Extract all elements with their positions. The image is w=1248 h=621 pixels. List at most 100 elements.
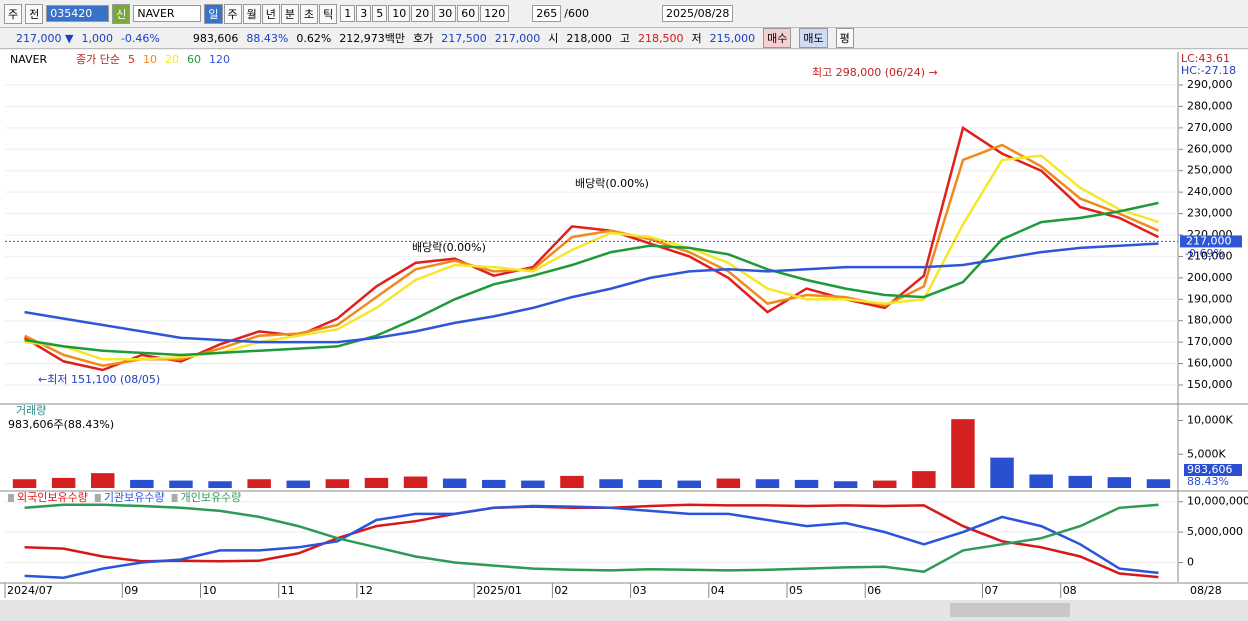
ask-label: 호가 (413, 32, 434, 45)
current-label: 217,000 (1186, 234, 1232, 247)
toolbar-button[interactable]: 틱 (319, 3, 338, 24)
bid: 217,000 (494, 31, 541, 45)
stock-name[interactable]: NAVER (133, 5, 202, 22)
y-tick-label: 170,000 (1187, 335, 1233, 348)
volume-bar (951, 419, 975, 488)
legend-item: 120 (209, 53, 230, 66)
volume-bar (833, 481, 858, 488)
low: 215,000 (709, 31, 756, 45)
change-pct: -0.46% (120, 31, 160, 45)
toolbar-button[interactable]: 20 (411, 5, 434, 22)
toolbar-button[interactable]: 60 (457, 5, 480, 22)
y-tick-label: 0 (1187, 556, 1194, 569)
prev[interactable]: 전 (25, 3, 44, 24)
count[interactable]: 265 (532, 5, 562, 22)
x-tick-label: 10 (203, 584, 217, 597)
y-tick-label: 270,000 (1187, 121, 1233, 134)
legend-title: 종가 단순 (76, 53, 120, 66)
volume-bar (560, 475, 584, 488)
toolbar-button[interactable]: 1 (340, 5, 356, 22)
x-tick-label: 04 (711, 584, 725, 597)
toolbar-button[interactable]: 월 (242, 3, 261, 24)
last-volume-bg (1184, 464, 1242, 476)
badge[interactable]: 신 (112, 3, 131, 24)
volume-pct: 88.43% (246, 31, 289, 45)
low-label: 저 (691, 32, 702, 45)
avg-button[interactable]: 평 (835, 28, 854, 48)
high-label: 고 (619, 32, 631, 45)
current-bg (1180, 235, 1242, 248)
volume-bar (12, 479, 37, 488)
series-line (23, 125, 1160, 372)
legend-item: 20 (165, 53, 179, 66)
x-tick-label: 06 (867, 584, 881, 597)
y-tick-label: 160,000 (1187, 357, 1233, 370)
y-tick-label: 5,000K (1187, 447, 1226, 460)
toolbar-button[interactable]: 5 (372, 5, 388, 22)
volume-bar (403, 476, 428, 488)
volume-bar (990, 457, 1014, 488)
x-tick-label: 03 (633, 584, 647, 597)
last-date: 08/28 (1190, 584, 1222, 597)
open: 218,000 (566, 31, 612, 45)
legend-swatch (94, 494, 101, 502)
buy-button[interactable]: 매수 (763, 28, 792, 48)
volume-bar (169, 480, 193, 488)
volume-bar (325, 479, 350, 488)
y-tick-label: 250,000 (1187, 164, 1233, 177)
volume-bar (521, 480, 545, 488)
scroll-thumb[interactable] (950, 603, 1070, 617)
open-label: 시 (548, 32, 559, 45)
sell-button[interactable]: 매도 (799, 28, 828, 48)
volume-bar (130, 479, 154, 488)
legend-item: 기관보유수량 (104, 491, 165, 504)
y-tick-label: 240,000 (1187, 185, 1233, 198)
volume-bar (1107, 477, 1132, 488)
symbol: NAVER (10, 53, 48, 66)
current-pct: -0.69% (1185, 247, 1224, 260)
amount: 212,973백만 (339, 32, 406, 45)
volume-bar (677, 480, 701, 488)
volume-summary: 983,606주(88.43%) (8, 418, 114, 431)
toolbar-button[interactable]: 년 (261, 3, 280, 24)
price: 217,000 ▼ (16, 31, 74, 45)
code[interactable]: 035420 (46, 5, 110, 22)
toolbar-button[interactable]: 10 (388, 5, 411, 22)
legend-swatch (8, 494, 14, 502)
toolbar-button[interactable]: 3 (356, 5, 372, 22)
x-tick-label: 02 (554, 584, 568, 597)
x-tick-label: 2025/01 (476, 584, 522, 597)
y-tick-label: 5,000,000 (1187, 525, 1243, 538)
legend-item: 개인보유수량 (181, 491, 242, 504)
toolbar-button[interactable]: 분 (280, 3, 299, 24)
series-line (24, 242, 1159, 344)
scrollbar[interactable] (0, 600, 1248, 621)
series-line (24, 143, 1160, 367)
volume-bar (1146, 479, 1171, 488)
volume-bar (482, 479, 506, 488)
last-pct: 88.43% (1187, 475, 1229, 488)
chart: NAVER 종가 단순 LC:43.61 HC:-27.18 최고 298,00… (0, 50, 1248, 621)
volume-title: 거래량 (16, 404, 46, 417)
y-tick-label: 10,000,000 (1187, 495, 1248, 508)
hc: HC:-27.18 (1181, 64, 1236, 77)
toolbar-button[interactable]: 120 (480, 5, 510, 22)
toolbar-button[interactable]: 30 (434, 5, 457, 22)
volume-bar (208, 481, 232, 488)
toolbar-button[interactable]: 일 (204, 3, 223, 24)
change: 1,000 (81, 31, 113, 45)
toolbar-button[interactable]: 주 (223, 3, 242, 24)
volume-bar (364, 477, 389, 488)
last-volume: 983,606 (1187, 463, 1233, 476)
dividend-annotation: 배당락(0.00%) (412, 241, 486, 254)
toolbar-button[interactable]: 초 (300, 3, 319, 24)
x-tick-label: 07 (985, 584, 999, 597)
y-tick-label: 230,000 (1187, 207, 1233, 220)
y-tick-label: 150,000 (1187, 378, 1233, 391)
date[interactable]: 2025/08/28 (661, 5, 734, 22)
low-annotation: ←최저 151,100 (08/05) (38, 373, 160, 386)
count-max: /600 (564, 7, 589, 20)
market[interactable]: 주 (4, 3, 23, 24)
